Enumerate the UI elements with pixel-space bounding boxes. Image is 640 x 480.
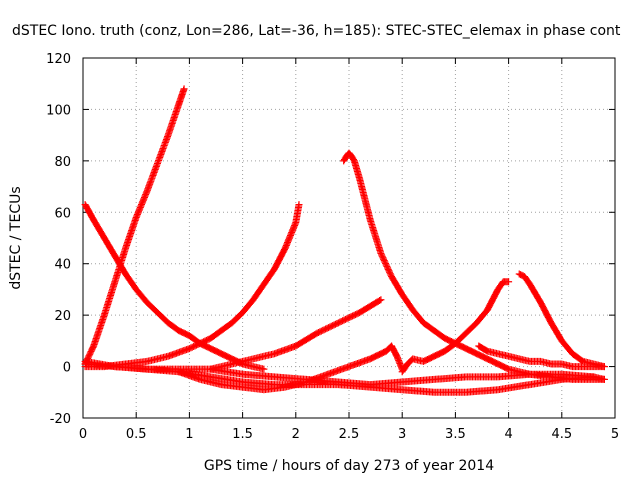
series-markers [81,201,268,373]
y-tick-label: 0 [63,361,71,376]
y-tick-label: 60 [54,206,71,221]
series-markers [340,149,608,383]
y-tick-label: 120 [46,52,71,67]
series-9 [398,278,513,376]
series-8 [340,149,608,383]
series-5 [81,357,598,396]
y-tick-label: 80 [54,155,71,170]
x-tick-label: 0.5 [126,427,147,442]
series-markers [81,357,598,396]
x-tick-label: 2 [292,427,300,442]
x-tick-label: 5 [611,427,619,442]
series-markers [207,365,608,389]
x-axis-label: GPS time / hours of day 273 of year 2014 [204,458,494,474]
x-tick-label: 3 [398,427,406,442]
x-tick-label: 1 [185,427,193,442]
y-axis: -20 0 20 40 60 80 100 120 [46,52,615,427]
data-marks [81,85,608,396]
x-tick-label: 4 [504,427,512,442]
series-7 [207,365,608,389]
grid [83,58,615,418]
y-axis-label: dSTEC / TECUs [8,186,24,289]
chart-title: dSTEC Iono. truth (conz, Lon=286, Lat=-3… [12,23,621,39]
series-11 [515,270,608,371]
x-tick-label: 1.5 [232,427,253,442]
series-markers [175,342,406,394]
series-6 [175,342,406,394]
x-tick-label: 4.5 [551,427,572,442]
y-tick-label: 40 [54,258,71,273]
series-2 [81,201,268,373]
x-tick-label: 2.5 [339,427,360,442]
y-tick-label: 100 [46,103,71,118]
x-axis: 0 0.5 1 1.5 2 2.5 3 3.5 4 4.5 5 [79,58,619,442]
x-tick-label: 0 [79,427,87,442]
series-markers [398,278,513,376]
y-tick-label: 20 [54,309,71,324]
y-tick-label: -20 [50,412,71,427]
x-tick-label: 3.5 [445,427,466,442]
series-markers [515,270,608,371]
